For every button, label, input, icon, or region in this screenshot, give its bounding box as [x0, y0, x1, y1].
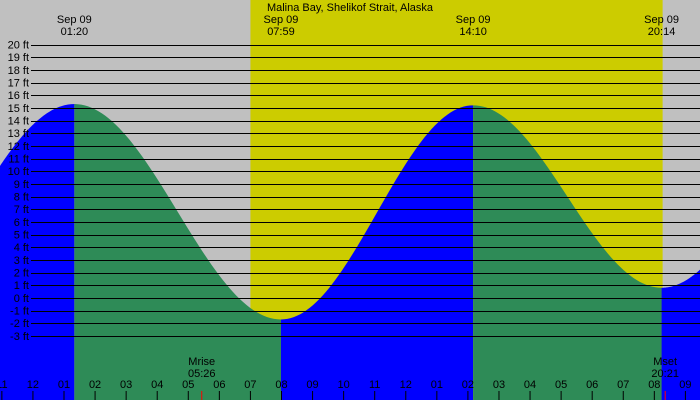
grid-lines	[31, 45, 700, 337]
x-tick-label: 09	[306, 379, 318, 391]
y-tick-label: 5 ft	[14, 230, 29, 242]
x-tick-label: 08	[648, 379, 660, 391]
y-tick-label: 13 ft	[8, 128, 29, 140]
x-tick-label: 11	[369, 379, 380, 391]
x-tick-label: 03	[493, 379, 505, 391]
x-tick-label: 01	[431, 379, 443, 391]
moon-event-time: 05:26	[188, 368, 216, 380]
x-tick-label: 11	[0, 379, 8, 391]
y-tick-label: 4 ft	[14, 242, 29, 254]
falling-tide-segment	[473, 105, 662, 400]
extreme-time-label: 01:20	[61, 26, 89, 38]
x-tick-label: 06	[213, 379, 225, 391]
x-tick-label: 04	[151, 379, 163, 391]
y-tick-label: 11 ft	[8, 154, 29, 166]
extreme-time-label: 20:14	[648, 26, 676, 38]
y-tick-label: 18 ft	[8, 65, 29, 77]
x-tick-label: 05	[182, 379, 194, 391]
rising-tide-segment	[661, 269, 700, 400]
y-tick-label: -3 ft	[10, 331, 29, 343]
y-tick-label: 10 ft	[8, 166, 29, 178]
x-tick-label: 08	[275, 379, 287, 391]
y-tick-label: -1 ft	[10, 306, 29, 318]
y-tick-label: 3 ft	[14, 255, 29, 267]
x-axis: 11 12 01 02 03 04 05 06 07 08 09 10 11 12 01 02 03 04 05 06…	[0, 379, 692, 400]
y-tick-label: 16 ft	[8, 90, 29, 102]
y-tick-label: 20 ft	[8, 40, 29, 52]
x-tick-label: 12	[400, 379, 412, 391]
x-tick-label: 09	[679, 379, 691, 391]
y-tick-label: 8 ft	[14, 192, 29, 204]
rising-tide-segment	[0, 104, 75, 400]
x-tick-label: 01	[58, 379, 70, 391]
x-tick-label: 02	[89, 379, 101, 391]
extreme-time-label: 07:59	[267, 26, 295, 38]
y-tick-label: 12 ft	[8, 141, 29, 153]
y-tick-label: 2 ft	[14, 268, 29, 280]
y-tick-label: 9 ft	[14, 179, 29, 191]
y-tick-label: 7 ft	[14, 204, 29, 216]
extreme-date-label: Sep 09	[644, 14, 679, 26]
tide-area	[0, 104, 700, 400]
rising-tide-segment	[280, 105, 474, 400]
y-tick-label: 15 ft	[8, 103, 29, 115]
falling-tide-segment	[74, 104, 281, 400]
x-tick-label: 12	[27, 379, 39, 391]
moon-event-label: Mset	[653, 356, 677, 368]
x-tick-label: 07	[617, 379, 629, 391]
x-tick-label: 04	[524, 379, 536, 391]
extreme-time-label: 14:10	[459, 26, 487, 38]
extreme-date-label: Sep 09	[456, 14, 491, 26]
y-tick-label: 1 ft	[14, 280, 29, 292]
moon-event-time: 20:21	[651, 368, 679, 380]
extreme-date-label: Sep 09	[264, 14, 299, 26]
chart-title: Malina Bay, Shelikof Strait, Alaska	[267, 2, 434, 14]
x-tick-label: 03	[120, 379, 132, 391]
y-tick-label: 0 ft	[14, 293, 29, 305]
x-tick-label: 05	[555, 379, 567, 391]
x-tick-label: 10	[338, 379, 350, 391]
extreme-date-label: Sep 09	[57, 14, 92, 26]
y-tick-label: 6 ft	[14, 217, 29, 229]
moon-event-label: Mrise	[188, 356, 215, 368]
y-tick-label: 19 ft	[8, 52, 29, 64]
x-tick-label: 02	[462, 379, 474, 391]
x-tick-label: 07	[244, 379, 256, 391]
y-tick-label: -2 ft	[10, 318, 29, 330]
x-tick-label: 06	[586, 379, 598, 391]
y-tick-label: 14 ft	[8, 116, 29, 128]
y-tick-label: 17 ft	[8, 78, 29, 90]
